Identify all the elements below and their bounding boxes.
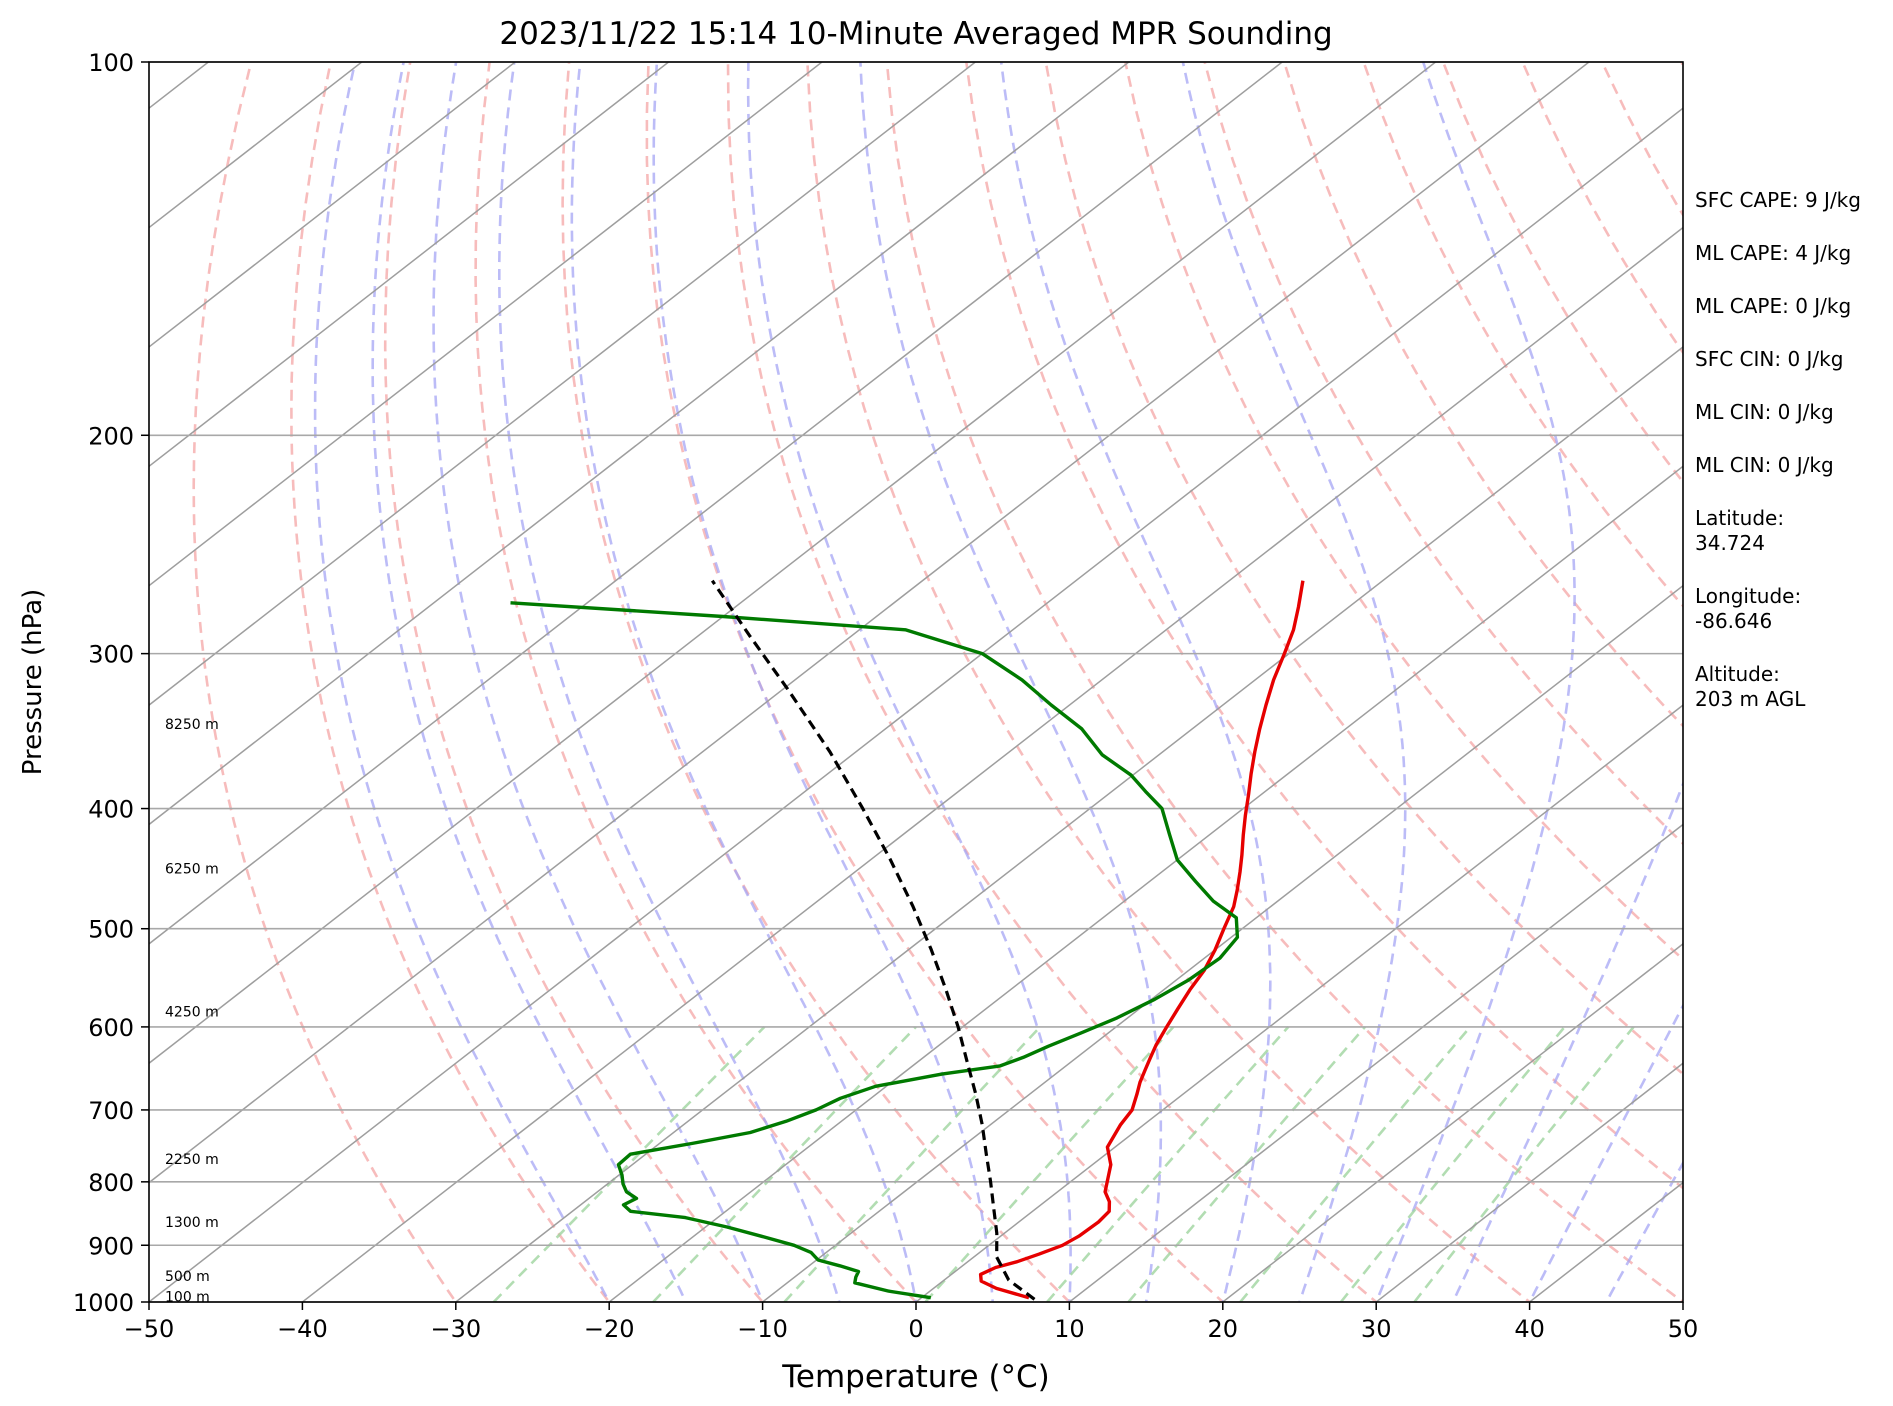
info-sfc-cin: SFC CIN: 0 J/kg (1695, 347, 1844, 371)
dry-adiabat-line (806, 62, 1532, 1302)
moist-adiabat-line (1451, 780, 1683, 1302)
y-tick-label: 500 (88, 916, 134, 944)
x-tick-label: 30 (1361, 1315, 1392, 1343)
plot-frame (148, 61, 1684, 1303)
moist-adiabat-line (1181, 62, 1407, 1302)
x-tick-label: −40 (277, 1315, 328, 1343)
y-tick-label: 300 (88, 641, 134, 669)
x-tick-label: −10 (737, 1315, 788, 1343)
sounding-info-panel: SFC CAPE: 9 J/kg ML CAPE: 4 J/kg ML CAPE… (1695, 188, 1885, 740)
isotherm-line (1221, 942, 1683, 1302)
x-axis-label: Temperature (°C) (781, 1359, 1050, 1395)
isotherm-line (149, 62, 1591, 1184)
dry-adiabat-line (192, 62, 458, 1302)
x-tick-label: 0 (908, 1315, 923, 1343)
info-sfc-cape: SFC CAPE: 9 J/kg (1695, 188, 1861, 212)
isotherm-line (761, 584, 1683, 1302)
dry-adiabat-line (645, 62, 1225, 1302)
moist-adiabat-line (1528, 1003, 1683, 1302)
mixing-ratio-line (1339, 1026, 1566, 1302)
isotherm-line (149, 62, 1131, 826)
moist-adiabat-line (859, 62, 1163, 1302)
moist-adiabat-line (432, 62, 765, 1302)
height-label: 4250 m (165, 1004, 219, 1020)
y-tick-label: 1000 (73, 1289, 134, 1317)
height-label: 100 m (165, 1290, 210, 1306)
height-label: 6250 m (165, 861, 219, 877)
isotherm-line (149, 62, 1284, 945)
info-altitude: Altitude: 203 m AGL (1695, 662, 1806, 711)
x-tick-label: 20 (1208, 1315, 1239, 1343)
isotherm-line (1374, 1062, 1683, 1302)
moist-adiabat-line (498, 62, 841, 1302)
x-tick-label: 10 (1054, 1315, 1085, 1343)
dry-adiabat-line (965, 62, 1683, 1190)
isotherm-line (149, 107, 1683, 1302)
height-label: 8250 m (165, 717, 219, 733)
isotherm-line (149, 62, 824, 587)
y-tick-label: 800 (88, 1169, 134, 1197)
dry-adiabat-line (383, 62, 765, 1302)
dry-adiabat-line (726, 62, 1379, 1302)
mixing-ratio-line (924, 1026, 1175, 1302)
info-ml-cin: ML CIN: 0 J/kg (1695, 400, 1834, 424)
height-label: 2250 m (165, 1152, 219, 1168)
isotherm-line (149, 62, 1437, 1065)
temperature-line (978, 580, 1305, 1300)
moist-adiabat-line (313, 62, 611, 1302)
height-label: 1300 m (165, 1215, 219, 1231)
dry-adiabat-line (474, 62, 918, 1302)
info-ml-cape-2: ML CAPE: 0 J/kg (1695, 294, 1852, 318)
dry-adiabat-line (290, 62, 611, 1302)
info-ml-cape: ML CAPE: 4 J/kg (1695, 241, 1852, 265)
isotherm-line (607, 465, 1683, 1302)
moist-adiabat-line (746, 62, 1072, 1302)
isotherm-line (1068, 823, 1683, 1302)
info-longitude: Longitude: -86.646 (1695, 584, 1802, 633)
dewpoint-line (510, 601, 1240, 1300)
x-tick-label: −20 (584, 1315, 635, 1343)
dry-adiabat-line (1203, 62, 1683, 846)
y-axis-label: Pressure (hPa) (18, 589, 48, 776)
y-tick-label: 900 (88, 1232, 134, 1260)
y-tick-label: 200 (88, 422, 134, 450)
y-tick-label: 700 (88, 1097, 134, 1125)
dry-adiabat-line (1124, 62, 1683, 962)
isotherm-line (454, 346, 1683, 1302)
mixing-ratio-line (1046, 1026, 1290, 1302)
moist-adiabat-line (570, 62, 918, 1302)
moist-adiabat-line (652, 62, 995, 1302)
x-tick-label: −30 (430, 1315, 481, 1343)
isotherm-line (149, 62, 517, 348)
moist-adiabat-line (1604, 1160, 1683, 1302)
info-ml-cin-2: ML CIN: 0 J/kg (1695, 453, 1834, 477)
x-tick-label: 50 (1668, 1315, 1699, 1343)
isotherm-line (301, 226, 1683, 1302)
moist-adiabat-line (371, 62, 688, 1302)
y-tick-label: 600 (88, 1014, 134, 1042)
x-tick-label: −50 (124, 1315, 175, 1343)
isotherm-line (149, 62, 670, 468)
height-label: 500 m (165, 1269, 210, 1285)
info-latitude: Latitude: 34.724 (1695, 506, 1785, 555)
moist-adiabat-line (999, 62, 1272, 1302)
dry-adiabat-line (885, 62, 1683, 1302)
parcel-path-line (710, 579, 1036, 1301)
chart-title: 2023/11/22 15:14 10-Minute Averaged MPR … (499, 16, 1332, 52)
dry-adiabat-line (561, 62, 1072, 1302)
moist-adiabat-line (1374, 62, 1576, 1302)
isotherm-line (914, 704, 1683, 1302)
x-tick-label: 40 (1514, 1315, 1545, 1343)
y-tick-label: 100 (88, 49, 134, 77)
isotherm-line (149, 62, 364, 229)
y-tick-label: 400 (88, 796, 134, 824)
isotherm-line (149, 62, 977, 707)
